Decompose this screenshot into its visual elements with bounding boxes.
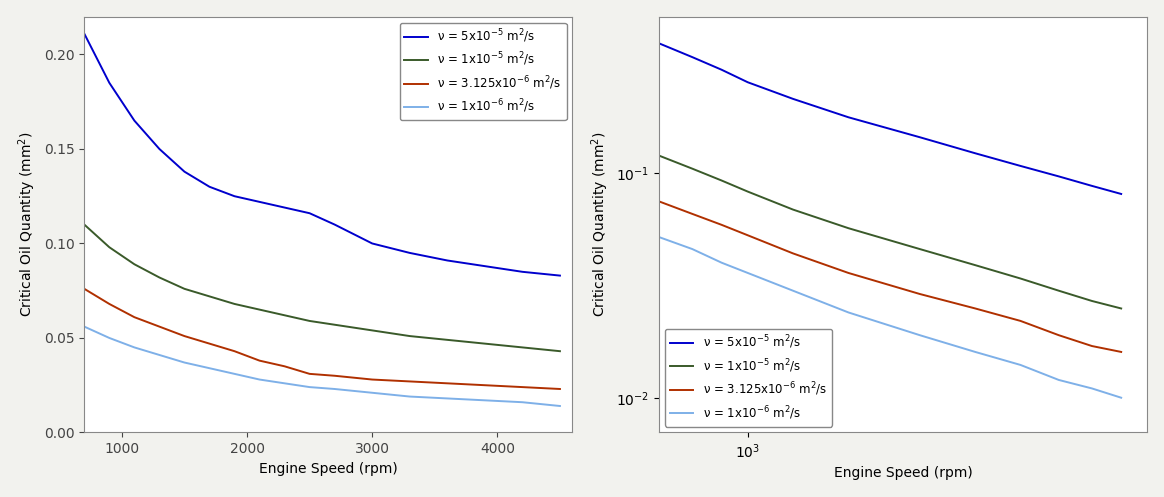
Legend: ν = 5x10$^{-5}$ m$^2$/s, ν = 1x10$^{-5}$ m$^2$/s, ν = 3.125x10$^{-6}$ m$^2$/s, ν: ν = 5x10$^{-5}$ m$^2$/s, ν = 1x10$^{-5}$… [665,329,832,426]
Y-axis label: Critical Oil Quantity (mm$^2$): Critical Oil Quantity (mm$^2$) [16,132,38,318]
Y-axis label: Critical Oil Quantity (mm$^2$): Critical Oil Quantity (mm$^2$) [589,132,611,318]
Legend: ν = 5x10$^{-5}$ m$^2$/s, ν = 1x10$^{-5}$ m$^2$/s, ν = 3.125x10$^{-6}$ m$^2$/s, ν: ν = 5x10$^{-5}$ m$^2$/s, ν = 1x10$^{-5}$… [399,22,567,120]
X-axis label: Engine Speed (rpm): Engine Speed (rpm) [260,462,398,476]
X-axis label: Engine Speed (rpm): Engine Speed (rpm) [833,466,973,480]
